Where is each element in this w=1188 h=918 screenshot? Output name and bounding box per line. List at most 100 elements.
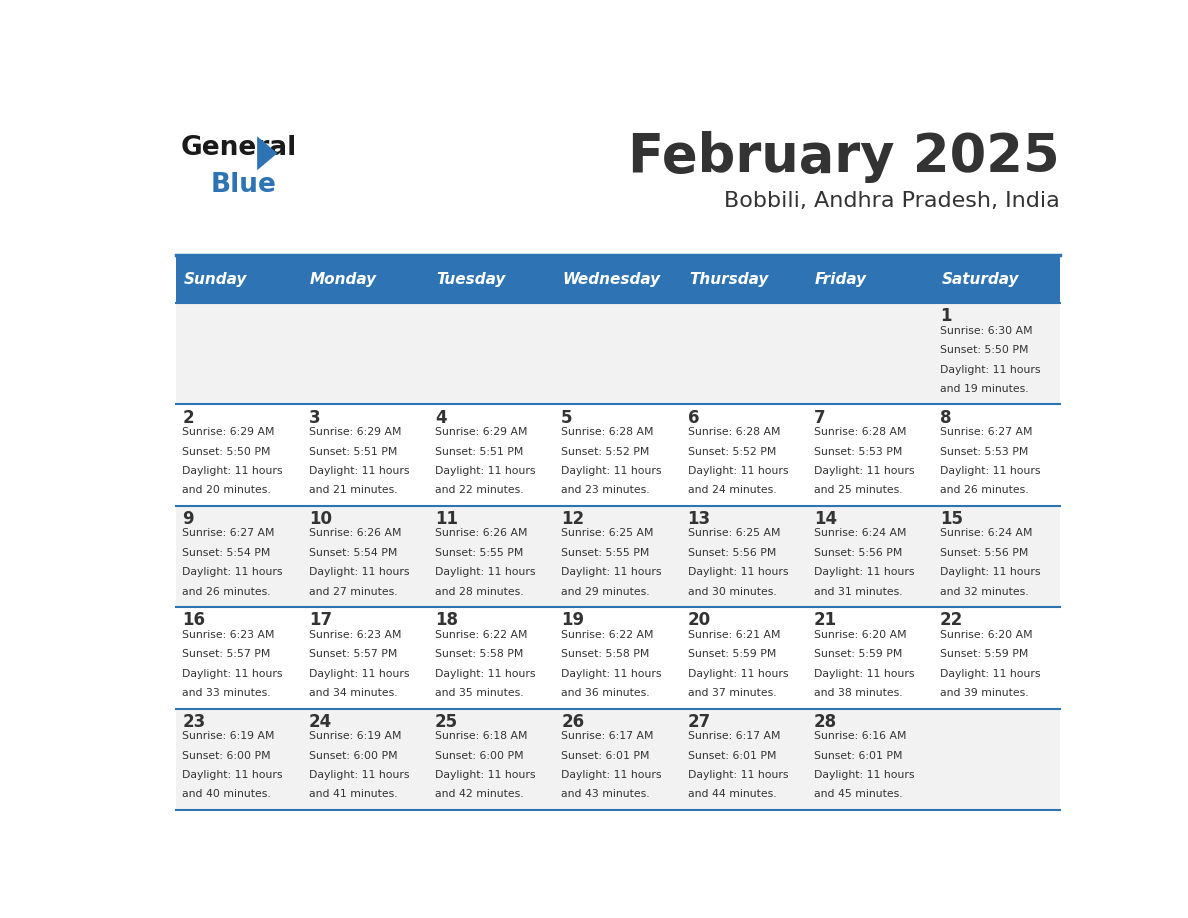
Text: and 32 minutes.: and 32 minutes.: [940, 587, 1029, 597]
Text: General: General: [181, 135, 297, 161]
Text: February 2025: February 2025: [628, 131, 1060, 184]
Text: Sunset: 5:55 PM: Sunset: 5:55 PM: [561, 548, 650, 558]
FancyBboxPatch shape: [303, 405, 429, 506]
Text: 2: 2: [183, 409, 194, 427]
FancyBboxPatch shape: [303, 607, 429, 709]
Text: Daylight: 11 hours: Daylight: 11 hours: [940, 668, 1041, 678]
FancyBboxPatch shape: [934, 303, 1060, 405]
Text: 13: 13: [688, 510, 710, 528]
Text: Sunrise: 6:23 AM: Sunrise: 6:23 AM: [309, 630, 402, 640]
Text: 8: 8: [940, 409, 952, 427]
FancyBboxPatch shape: [555, 506, 681, 607]
Text: Sunrise: 6:24 AM: Sunrise: 6:24 AM: [814, 529, 906, 539]
Text: and 26 minutes.: and 26 minutes.: [183, 587, 271, 597]
Text: and 39 minutes.: and 39 minutes.: [940, 688, 1029, 698]
FancyBboxPatch shape: [176, 303, 303, 405]
Text: Sunset: 5:57 PM: Sunset: 5:57 PM: [309, 649, 397, 659]
FancyBboxPatch shape: [555, 405, 681, 506]
FancyBboxPatch shape: [176, 506, 303, 607]
Text: Sunset: 5:50 PM: Sunset: 5:50 PM: [940, 345, 1029, 355]
FancyBboxPatch shape: [681, 303, 808, 405]
FancyBboxPatch shape: [429, 709, 555, 810]
Text: Sunrise: 6:21 AM: Sunrise: 6:21 AM: [688, 630, 781, 640]
Text: Sunrise: 6:26 AM: Sunrise: 6:26 AM: [435, 529, 527, 539]
Text: Sunrise: 6:29 AM: Sunrise: 6:29 AM: [435, 427, 527, 437]
Text: 12: 12: [561, 510, 584, 528]
Text: Daylight: 11 hours: Daylight: 11 hours: [940, 466, 1041, 476]
Text: 25: 25: [435, 713, 459, 731]
Text: and 22 minutes.: and 22 minutes.: [435, 486, 524, 496]
FancyBboxPatch shape: [303, 255, 429, 303]
Text: Friday: Friday: [815, 272, 867, 286]
Text: and 27 minutes.: and 27 minutes.: [309, 587, 397, 597]
Text: and 43 minutes.: and 43 minutes.: [561, 789, 650, 800]
Text: Sunrise: 6:28 AM: Sunrise: 6:28 AM: [561, 427, 653, 437]
FancyBboxPatch shape: [303, 709, 429, 810]
Text: Daylight: 11 hours: Daylight: 11 hours: [688, 567, 788, 577]
Text: 18: 18: [435, 611, 457, 630]
FancyBboxPatch shape: [808, 506, 934, 607]
Text: Sunset: 6:00 PM: Sunset: 6:00 PM: [309, 751, 397, 761]
Text: and 24 minutes.: and 24 minutes.: [688, 486, 776, 496]
Text: Daylight: 11 hours: Daylight: 11 hours: [814, 466, 915, 476]
Text: 15: 15: [940, 510, 963, 528]
Text: Sunset: 5:53 PM: Sunset: 5:53 PM: [940, 446, 1029, 456]
Text: Sunset: 5:59 PM: Sunset: 5:59 PM: [688, 649, 776, 659]
Text: Sunset: 5:54 PM: Sunset: 5:54 PM: [183, 548, 271, 558]
Text: and 42 minutes.: and 42 minutes.: [435, 789, 524, 800]
Text: and 37 minutes.: and 37 minutes.: [688, 688, 776, 698]
Text: Daylight: 11 hours: Daylight: 11 hours: [309, 770, 409, 780]
FancyBboxPatch shape: [555, 303, 681, 405]
Text: Sunrise: 6:29 AM: Sunrise: 6:29 AM: [183, 427, 274, 437]
FancyBboxPatch shape: [934, 607, 1060, 709]
Text: and 31 minutes.: and 31 minutes.: [814, 587, 903, 597]
Text: Daylight: 11 hours: Daylight: 11 hours: [688, 668, 788, 678]
Text: 24: 24: [309, 713, 331, 731]
Text: Sunset: 5:51 PM: Sunset: 5:51 PM: [435, 446, 524, 456]
Text: Sunset: 5:56 PM: Sunset: 5:56 PM: [940, 548, 1029, 558]
Text: Sunset: 6:00 PM: Sunset: 6:00 PM: [435, 751, 524, 761]
Text: Daylight: 11 hours: Daylight: 11 hours: [183, 567, 283, 577]
Text: Daylight: 11 hours: Daylight: 11 hours: [309, 668, 409, 678]
FancyBboxPatch shape: [934, 709, 1060, 810]
Text: Daylight: 11 hours: Daylight: 11 hours: [183, 466, 283, 476]
Text: Sunrise: 6:25 AM: Sunrise: 6:25 AM: [561, 529, 653, 539]
Text: Sunrise: 6:27 AM: Sunrise: 6:27 AM: [940, 427, 1032, 437]
Text: and 29 minutes.: and 29 minutes.: [561, 587, 650, 597]
Text: Daylight: 11 hours: Daylight: 11 hours: [309, 567, 409, 577]
Text: Sunrise: 6:29 AM: Sunrise: 6:29 AM: [309, 427, 402, 437]
FancyBboxPatch shape: [555, 607, 681, 709]
Text: Daylight: 11 hours: Daylight: 11 hours: [688, 466, 788, 476]
Text: Sunrise: 6:28 AM: Sunrise: 6:28 AM: [814, 427, 906, 437]
Text: 14: 14: [814, 510, 836, 528]
Text: Daylight: 11 hours: Daylight: 11 hours: [435, 668, 536, 678]
FancyBboxPatch shape: [681, 607, 808, 709]
FancyBboxPatch shape: [808, 405, 934, 506]
FancyBboxPatch shape: [176, 709, 303, 810]
FancyBboxPatch shape: [429, 303, 555, 405]
Text: and 26 minutes.: and 26 minutes.: [940, 486, 1029, 496]
Text: 19: 19: [561, 611, 584, 630]
Text: Daylight: 11 hours: Daylight: 11 hours: [309, 466, 409, 476]
Text: and 44 minutes.: and 44 minutes.: [688, 789, 776, 800]
Text: Sunset: 5:50 PM: Sunset: 5:50 PM: [183, 446, 271, 456]
Text: and 28 minutes.: and 28 minutes.: [435, 587, 524, 597]
FancyBboxPatch shape: [429, 255, 555, 303]
Text: Sunset: 5:59 PM: Sunset: 5:59 PM: [940, 649, 1029, 659]
Text: Blue: Blue: [210, 173, 276, 198]
FancyBboxPatch shape: [681, 405, 808, 506]
Text: and 34 minutes.: and 34 minutes.: [309, 688, 397, 698]
Text: Sunrise: 6:25 AM: Sunrise: 6:25 AM: [688, 529, 781, 539]
FancyBboxPatch shape: [429, 607, 555, 709]
Text: Monday: Monday: [310, 272, 377, 286]
Text: and 36 minutes.: and 36 minutes.: [561, 688, 650, 698]
FancyBboxPatch shape: [429, 405, 555, 506]
Text: Daylight: 11 hours: Daylight: 11 hours: [814, 770, 915, 780]
Text: Sunset: 5:58 PM: Sunset: 5:58 PM: [435, 649, 524, 659]
Text: Sunset: 5:53 PM: Sunset: 5:53 PM: [814, 446, 902, 456]
FancyBboxPatch shape: [681, 709, 808, 810]
FancyBboxPatch shape: [429, 506, 555, 607]
Text: Sunrise: 6:26 AM: Sunrise: 6:26 AM: [309, 529, 402, 539]
Text: 22: 22: [940, 611, 963, 630]
Text: and 30 minutes.: and 30 minutes.: [688, 587, 776, 597]
